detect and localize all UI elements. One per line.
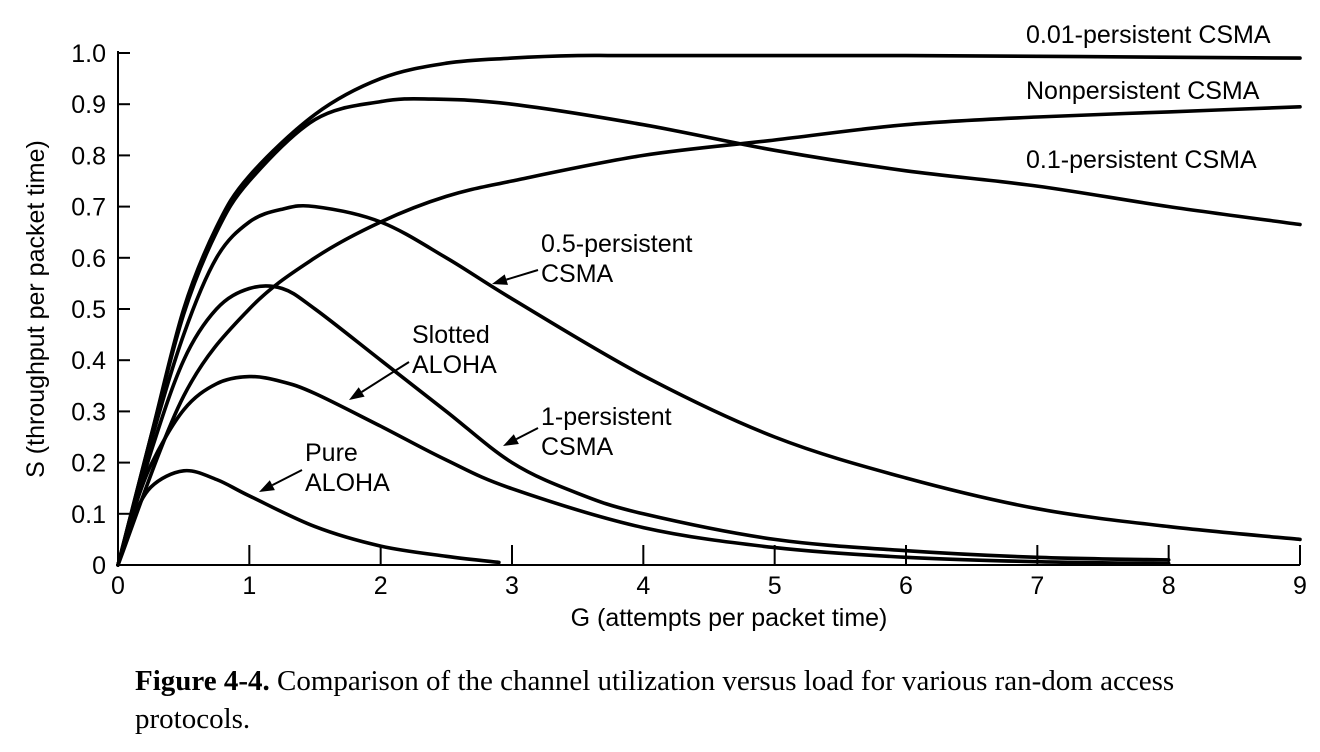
y-tick-label: 0.5 [71,296,106,324]
x-tick-label: 9 [1293,572,1307,600]
arrow-head-icon [492,274,508,285]
series-label-line: 0.01-persistent CSMA [1026,21,1271,49]
arrow-head-icon [349,387,365,400]
series-labels: 0.01-persistent CSMA Nonpersistent CSMA 0.… [259,21,1271,497]
x-tick-label: 0 [111,572,125,600]
series-label-0-1-persistent-csma: 0.1-persistent CSMA [1026,146,1257,174]
y-tick-label: 0 [92,552,106,580]
series-line-1-persistent-csma [116,284,1171,567]
series-line-slotted-aloha [116,374,1171,567]
chart: 0 0.1 0.2 0.3 0.4 0.5 0.6 0.7 0.8 0.9 1.0 0 1 2 3 4 5 6 7… [22,21,1307,632]
figure-caption: Figure 4-4. Comparison of the channel ut… [135,662,1185,738]
series-label-line: 0.5-persistent [541,230,693,258]
series-line-pure-aloha [116,468,501,567]
series-label-line: Nonpersistent CSMA [1026,77,1260,105]
arrow-line [515,427,539,441]
series-label-line: 0.1-persistent CSMA [1026,146,1257,174]
series-label-line: CSMA [541,260,614,288]
arrow-line [361,361,410,393]
x-tick-label: 5 [768,572,782,600]
x-tick-label: 4 [636,572,650,600]
figure-number: Figure 4-4. [135,665,270,697]
x-ticks: 0 1 2 3 4 5 6 7 8 9 [111,545,1307,600]
arrow-line [506,269,539,281]
series-label-line: Pure [305,439,358,467]
x-tick-label: 6 [899,572,913,600]
arrow-head-icon [503,434,519,446]
y-tick-label: 0.7 [71,194,106,222]
x-tick-label: 3 [505,572,519,600]
y-tick-label: 0.9 [71,91,106,119]
y-tick-label: 0.2 [71,450,106,478]
series-label-1-persistent-csma: 1-persistent CSMA [541,403,672,461]
arrow-head-icon [259,480,275,492]
series-line-0-5-persistent-csma [116,203,1302,567]
series-line-0-01-persistent-csma [116,53,1302,567]
series-label-pure-aloha: Pure ALOHA [305,439,390,497]
series-label-0-01-persistent-csma: 0.01-persistent CSMA [1026,21,1271,49]
series-line-nonpersistent-csma [116,105,1302,567]
series-line-0-1-persistent-csma [116,97,1302,567]
y-tick-label: 0.1 [71,501,106,529]
y-tick-label: 0.8 [71,142,106,170]
series-label-line: 1-persistent [541,403,672,431]
series-lines [116,53,1302,567]
arrow-line [271,469,303,487]
x-tick-label: 2 [374,572,388,600]
caption-text: Comparison of the channel utilization ve… [135,665,1175,735]
series-label-0-5-persistent-csma: 0.5-persistent CSMA [541,230,693,288]
y-tick-label: 0.6 [71,245,106,273]
x-tick-label: 1 [242,572,256,600]
x-tick-label: 8 [1162,572,1176,600]
series-label-line: ALOHA [305,469,390,497]
y-axis-title: S (throughput per packet time) [22,140,50,478]
series-label-line: ALOHA [412,351,497,379]
x-axis-title: G (attempts per packet time) [571,604,888,632]
y-tick-label: 1.0 [71,40,106,68]
series-label-nonpersistent-csma: Nonpersistent CSMA [1026,77,1260,105]
y-ticks: 0 0.1 0.2 0.3 0.4 0.5 0.6 0.7 0.8 0.9 1.0 [71,40,130,580]
series-label-slotted-aloha: Slotted ALOHA [412,321,497,379]
y-tick-label: 0.4 [71,347,106,375]
x-tick-label: 7 [1030,572,1044,600]
series-label-line: CSMA [541,433,614,461]
series-label-line: Slotted [412,321,490,349]
y-tick-label: 0.3 [71,398,106,426]
